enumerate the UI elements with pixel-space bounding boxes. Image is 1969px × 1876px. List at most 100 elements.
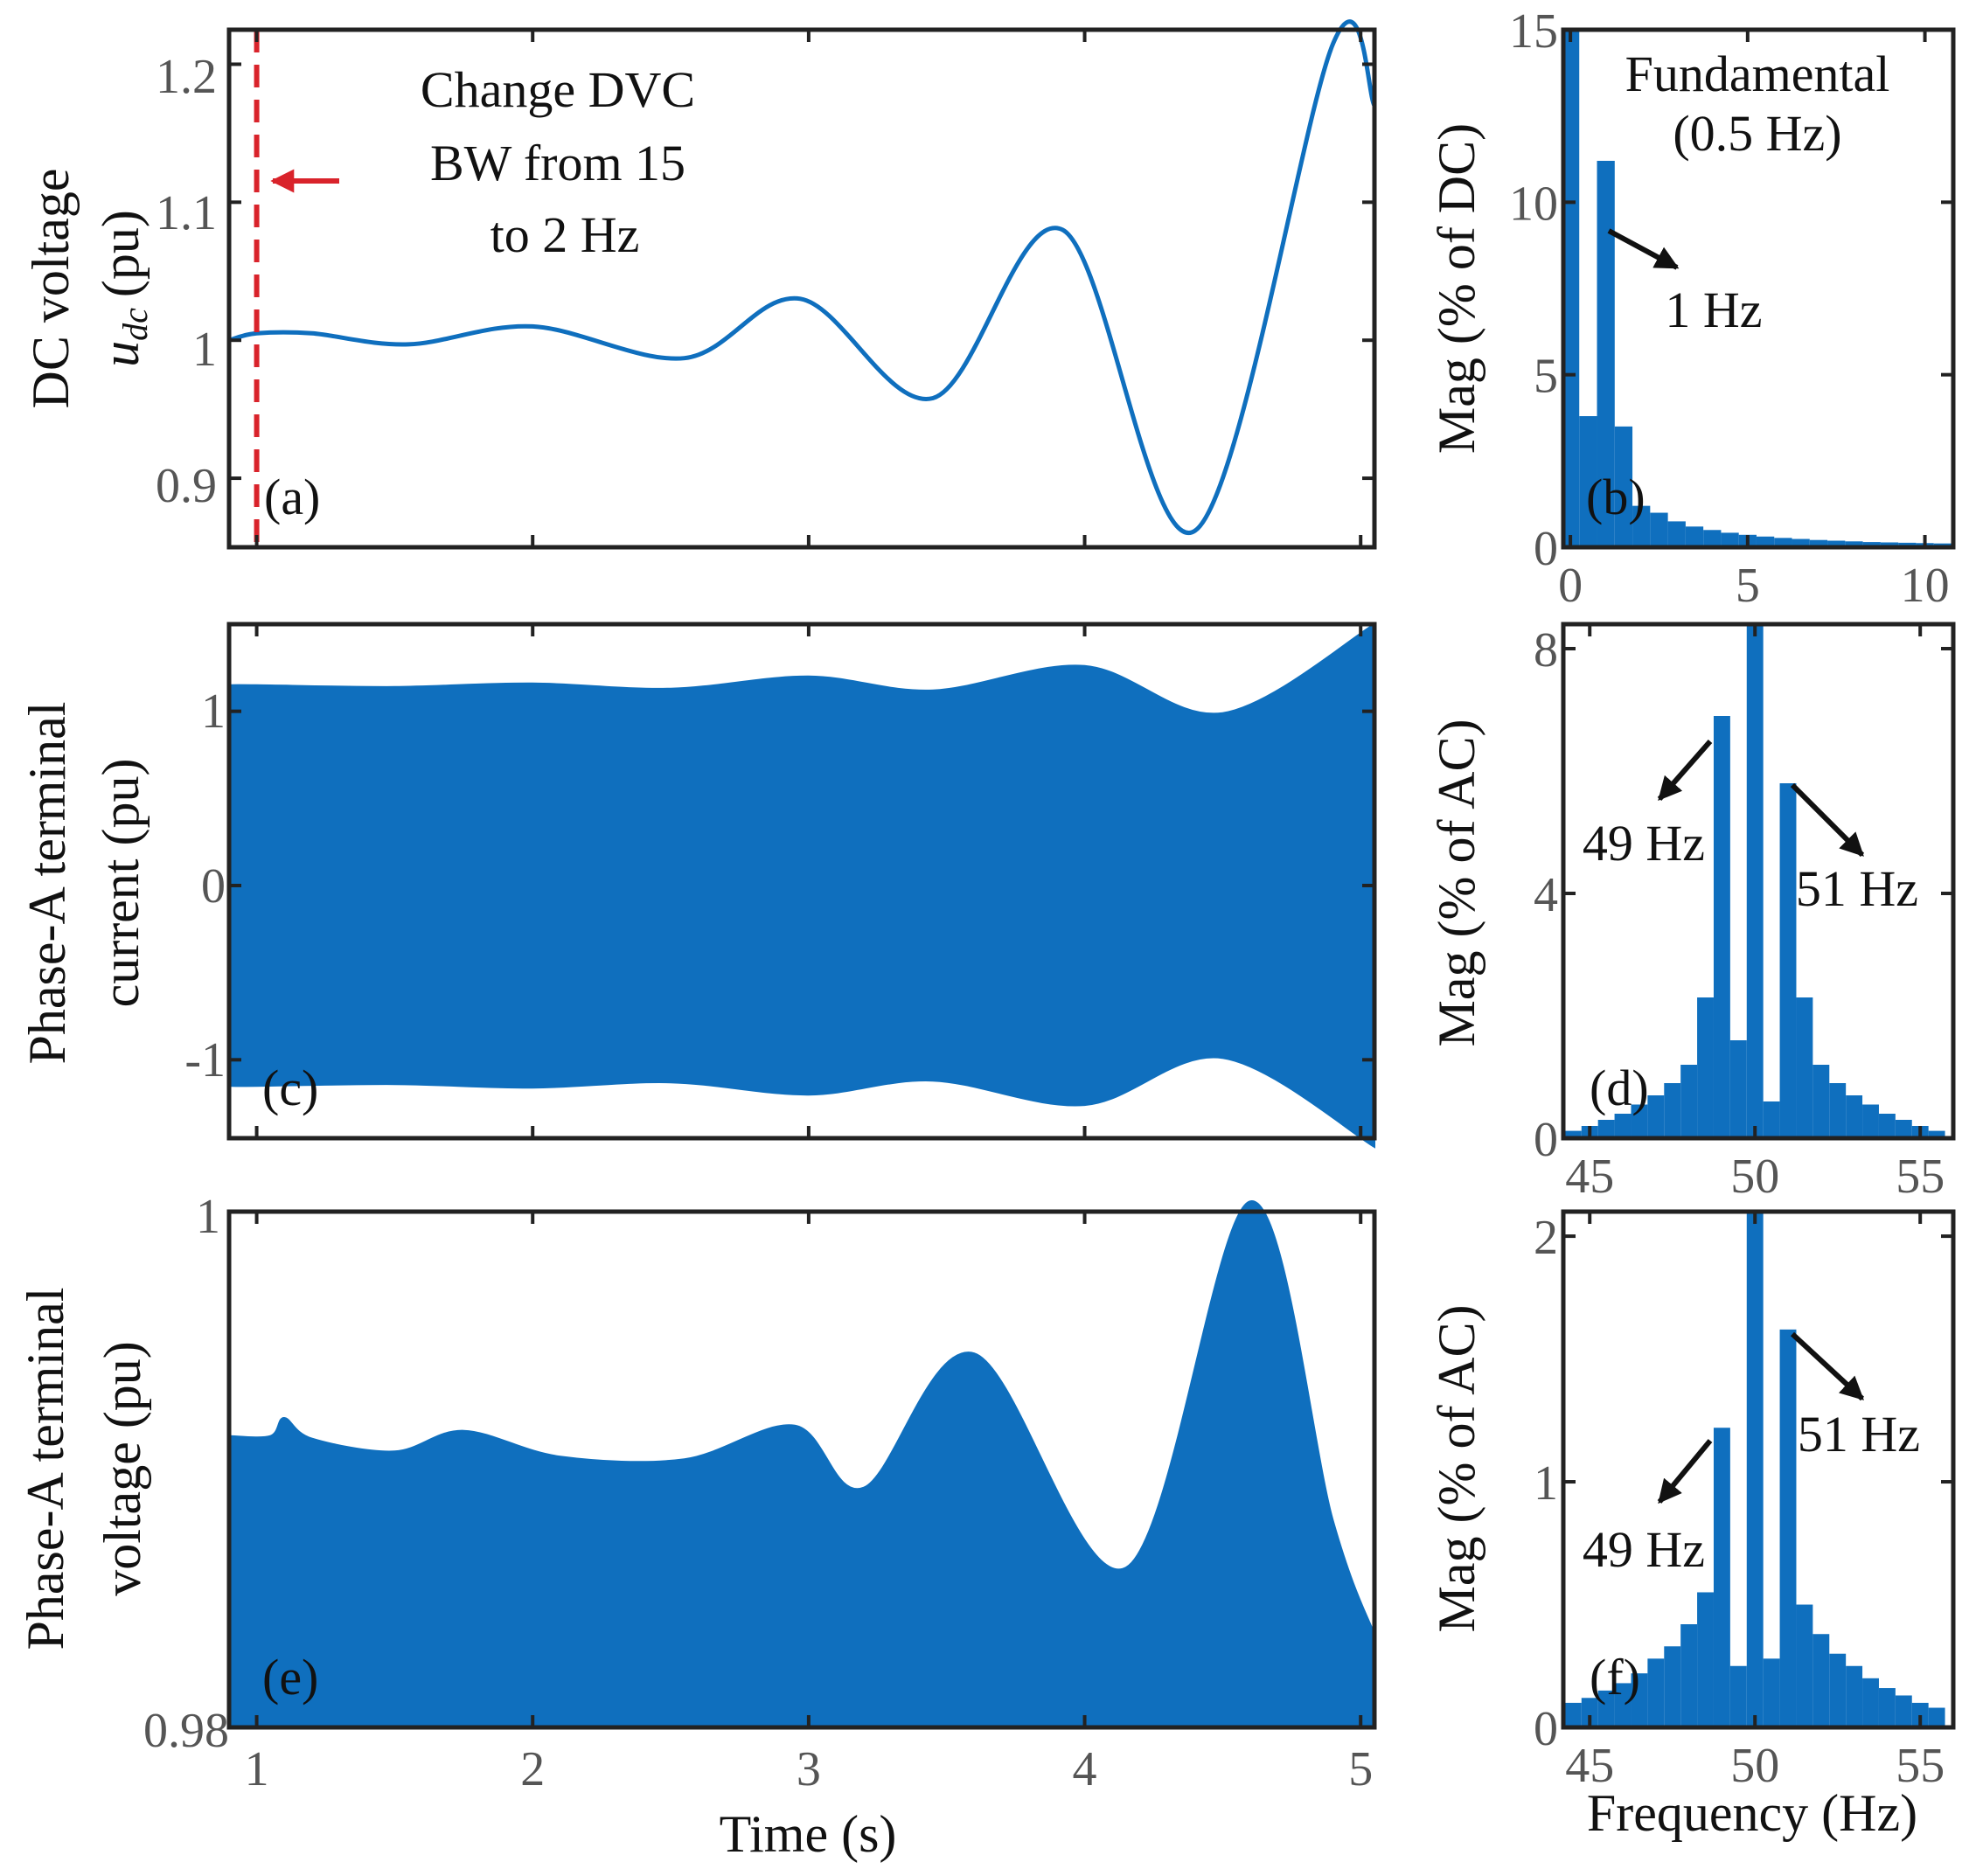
spectrum-bar	[1667, 521, 1686, 547]
y-tick-label: 0	[1534, 1113, 1558, 1167]
y-tick-label: 4	[1534, 868, 1558, 922]
spectrum-bar	[1862, 1678, 1879, 1727]
panel-f-frame	[1561, 1209, 1956, 1730]
x-tick-label: 45	[1565, 1739, 1614, 1793]
x-tick-label: 0	[1558, 559, 1583, 613]
x-tick-label: 55	[1896, 1150, 1945, 1204]
spectrum-bar	[1911, 1702, 1929, 1727]
panel-e-ylabel-line1: Phase-A terminal	[17, 1288, 74, 1650]
event-annotation-line1: Change DVC	[421, 61, 695, 118]
spectrum-bar	[1796, 1604, 1813, 1727]
panel-c-frame	[226, 622, 1377, 1141]
spectrum-bar	[1774, 538, 1792, 547]
spectrum-bar	[1862, 1104, 1879, 1138]
d-49hz-annotation: 49 Hz	[1583, 815, 1705, 872]
spectrum-bar	[1721, 532, 1739, 547]
spectrum-bar	[1746, 1212, 1764, 1727]
panel-e-ytick-label: 0.98	[143, 1704, 229, 1758]
current-envelope-area	[228, 622, 1375, 1149]
spectrum-bar	[1746, 624, 1764, 1138]
spectrum-bar	[1928, 1130, 1945, 1138]
spectrum-bar	[1632, 505, 1651, 547]
panel-a-ylabel-unit: (pu)	[92, 210, 150, 297]
spectrum-bar	[1647, 1095, 1665, 1138]
f-49hz-annotation: 49 Hz	[1583, 1521, 1705, 1578]
one-hz-annotation: 1 Hz	[1665, 281, 1762, 338]
spectrum-bar	[1829, 1083, 1847, 1138]
panel-a-frame	[226, 27, 1377, 550]
spectrum-bar	[1647, 1658, 1665, 1727]
spectrum-bar	[1614, 1683, 1632, 1727]
spectrum-bar	[1898, 542, 1917, 547]
spectrum-bar	[1812, 1634, 1830, 1727]
spectrum-bar	[1631, 1673, 1648, 1727]
panel-c-ytick-label: -1	[184, 1033, 226, 1087]
spectrum-bar	[1563, 30, 1580, 547]
panel-e-ticklabels: 0.98 1 1 2 3 4 5	[143, 1190, 1373, 1796]
panel-b-bars	[1563, 30, 1952, 547]
panel-f-label: (f)	[1590, 1649, 1640, 1706]
y-tick-label: 15	[1509, 4, 1558, 59]
fundamental-annotation-line2: (0.5 Hz)	[1673, 105, 1841, 162]
spectrum-bar	[1792, 538, 1810, 547]
spectrum-bar	[1650, 512, 1668, 547]
spectrum-bar	[1685, 526, 1704, 547]
x-tick-label: 50	[1730, 1739, 1779, 1793]
frequency-axis-label: Frequency (Hz)	[1587, 1784, 1917, 1842]
panel-a-ytick-label: 1.1	[156, 186, 217, 240]
fundamental-annotation-line1: Fundamental	[1625, 45, 1890, 102]
spectrum-bar	[1827, 540, 1846, 547]
panel-a-ylabel-line2: udc (pu)	[92, 210, 155, 367]
f-51hz-annotation: 51 Hz	[1798, 1406, 1920, 1463]
voltage-envelope-area	[228, 1200, 1375, 1728]
panel-c-ytick-label: 1	[201, 684, 226, 739]
spectrum-bar	[1597, 1690, 1615, 1727]
spectrum-bar	[1796, 997, 1813, 1138]
spectrum-bar	[1779, 1329, 1797, 1727]
panel-a: 0.9 1 1.1 1.2 DC voltage udc (pu) (a) Cha…	[22, 19, 1377, 550]
x-tick-label: 5	[1736, 559, 1760, 613]
panel-d-label: (d)	[1590, 1060, 1649, 1116]
panel-f-bars	[1564, 1212, 1945, 1727]
spectrum-bar	[1829, 1653, 1847, 1727]
one-hz-arrow	[1607, 228, 1680, 270]
spectrum-bar	[1729, 1040, 1747, 1138]
spectrum-bar	[1763, 1658, 1780, 1727]
panel-a-ylabel-var: u	[92, 341, 150, 367]
spectrum-bar	[1845, 541, 1863, 547]
panel-a-ytick-label: 0.9	[156, 459, 217, 513]
d-51hz-arrow	[1790, 782, 1865, 858]
panel-a-ticks	[229, 30, 1374, 547]
panel-a-marks	[228, 19, 1377, 547]
panel-b-ticklabels: 0 5 10 0 5 10 15	[1509, 4, 1950, 613]
panel-a-ylabel-sub: dc	[115, 308, 155, 341]
panel-e-ticks	[229, 1210, 1374, 1729]
spectrum-bar	[1614, 1114, 1632, 1138]
x-tick-label: 50	[1730, 1150, 1779, 1204]
spectrum-bar	[1564, 1702, 1582, 1727]
x-tick-label: 45	[1565, 1150, 1614, 1204]
spectrum-bar	[1614, 426, 1633, 547]
panel-d: 45 50 55 0 4 8 Mag (% of AC) 49 Hz 51 Hz (d)	[1428, 622, 1956, 1204]
spectrum-bar	[1664, 1083, 1681, 1138]
spectrum-bar	[1697, 1592, 1714, 1727]
time-tick-label: 4	[1073, 1742, 1097, 1796]
spectrum-bar	[1779, 783, 1797, 1138]
y-tick-label: 0	[1534, 1702, 1558, 1756]
panel-b-ylabel: Mag (% of DC)	[1428, 123, 1485, 454]
spectrum-bar	[1713, 716, 1730, 1138]
spectrum-bar	[1928, 1707, 1945, 1727]
y-tick-label: 8	[1534, 623, 1558, 677]
spectrum-bar	[1878, 1114, 1896, 1138]
d-51hz-annotation: 51 Hz	[1796, 860, 1918, 917]
spectrum-bar	[1812, 1065, 1830, 1138]
y-tick-label: 1	[1534, 1456, 1558, 1511]
f-51hz-arrow	[1790, 1331, 1865, 1401]
panel-e: 0.98 1 1 2 3 4 5 Phase-A terminal voltage (p…	[17, 1190, 1377, 1863]
event-annotation-line3: to 2 Hz	[491, 206, 640, 263]
d-49hz-arrow	[1657, 740, 1713, 802]
y-tick-label: 0	[1534, 522, 1558, 576]
panel-a-label: (a)	[264, 469, 320, 525]
